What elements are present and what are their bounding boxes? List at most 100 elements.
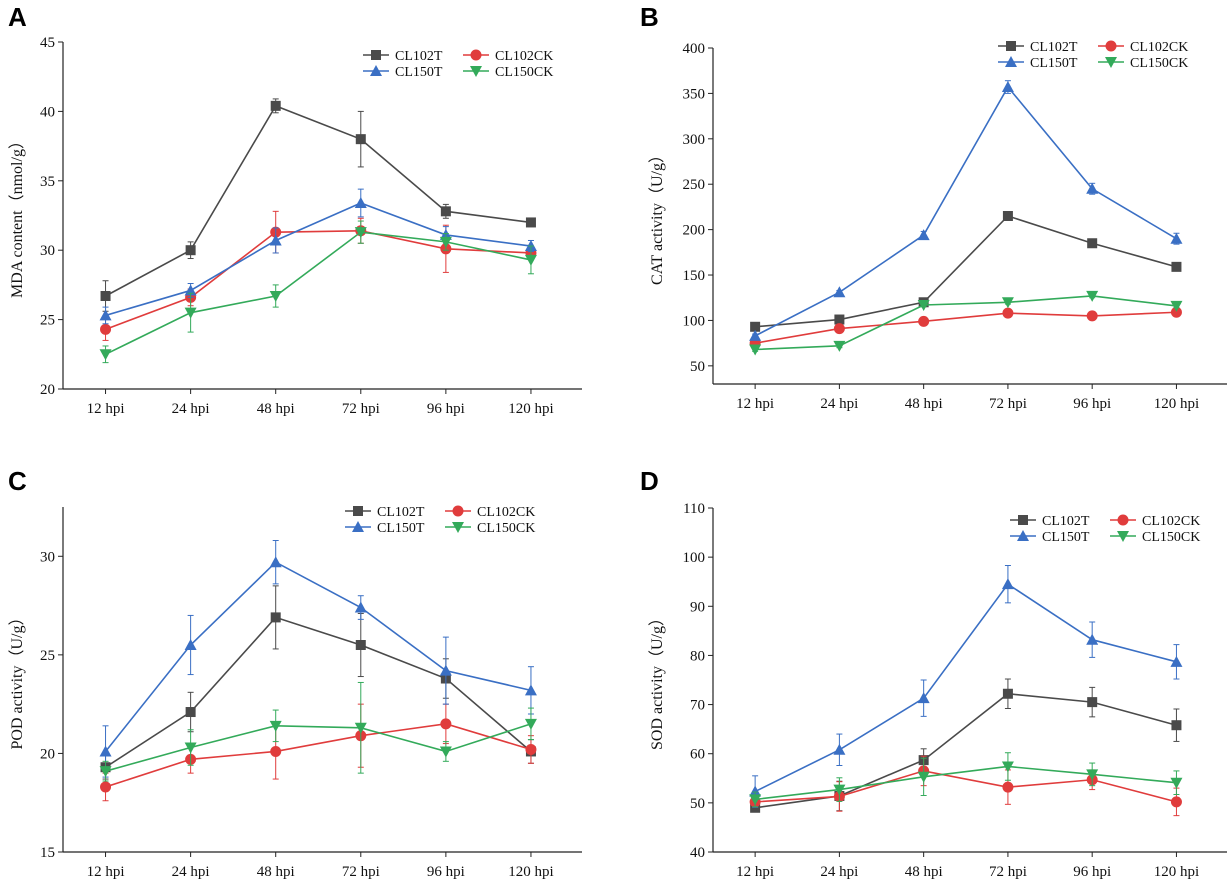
x-tick-label-b: 48 hpi <box>905 396 943 412</box>
data-point <box>1002 307 1014 319</box>
data-point <box>833 784 846 796</box>
y-tick-label-a: 30 <box>40 243 55 259</box>
data-point <box>269 556 282 568</box>
data-point <box>270 612 281 623</box>
y-tick-label-d: 70 <box>690 698 705 714</box>
legend-label: CL150CK <box>495 65 553 80</box>
data-point <box>99 349 112 361</box>
x-tick-label-c: 120 hpi <box>508 864 553 880</box>
legend-marker <box>1006 41 1016 51</box>
panel-c: C 15 20 25 30 12 hpi 24 hpi 48 hpi 72 hpi 96 hpi 1… <box>8 466 582 880</box>
y-tick-label-c: 15 <box>40 845 55 861</box>
legend-marker <box>1005 56 1017 67</box>
data-point <box>1170 777 1183 789</box>
data-point <box>750 321 761 332</box>
series-line <box>754 583 1177 793</box>
series-line <box>105 202 532 317</box>
data-point <box>917 771 930 783</box>
y-tick-label-d: 60 <box>690 747 705 763</box>
y-tick-label-a: 35 <box>40 174 55 190</box>
x-tick-label-c: 72 hpi <box>342 864 380 880</box>
legend-marker <box>371 50 381 60</box>
legend-d: CL102T CL102CK CL150T CL150CK <box>1010 514 1200 545</box>
series-line <box>105 104 532 297</box>
legend-label: CL150T <box>1030 56 1078 71</box>
data-point <box>1086 633 1099 645</box>
data-point <box>355 640 366 650</box>
x-tick-label-a: 48 hpi <box>257 401 295 417</box>
y-tick-label-d: 90 <box>690 599 705 615</box>
data-point <box>1086 769 1099 781</box>
legend-label: CL150T <box>377 521 425 536</box>
y-tick-label-b: 250 <box>683 177 706 193</box>
series-cl102ck-c <box>100 703 537 802</box>
y-axis-title-d: SOD activity（U/g） <box>648 610 666 750</box>
series-cl150ck-c <box>99 681 537 782</box>
legend-label: CL102CK <box>1142 514 1200 529</box>
y-tick-label-a: 25 <box>40 313 55 329</box>
series-line <box>754 85 1177 337</box>
x-tick-label-d: 48 hpi <box>905 864 943 880</box>
x-tick-label-d: 72 hpi <box>989 864 1027 880</box>
series-cl102t-b <box>750 211 1182 332</box>
y-tick-label-d: 40 <box>690 845 705 861</box>
y-tick-label-d: 110 <box>683 501 705 517</box>
legend-marker <box>1105 40 1117 52</box>
y-tick-label-b: 350 <box>683 86 706 102</box>
data-point <box>1002 688 1013 699</box>
data-point <box>1170 306 1182 318</box>
series-line <box>105 616 532 768</box>
data-point <box>354 197 367 209</box>
series-line <box>104 561 532 752</box>
data-point <box>1002 211 1013 221</box>
legend-label: CL102CK <box>477 505 535 520</box>
data-point <box>833 743 846 755</box>
x-tick-label-c: 24 hpi <box>172 864 210 880</box>
data-point <box>439 664 452 676</box>
x-tick-label-a: 96 hpi <box>427 401 465 417</box>
legend-label: CL150CK <box>1142 530 1200 545</box>
panel-a: A 20 25 30 35 40 45 12 hpi 24 hpi 48 hpi 72 hpi 96 … <box>8 2 582 417</box>
legend-marker <box>353 506 363 516</box>
data-point <box>184 639 197 650</box>
series-cl150ck-a <box>99 220 537 364</box>
series-line <box>105 723 532 772</box>
data-point <box>524 254 537 266</box>
data-point <box>1170 655 1183 667</box>
x-tick-label-b: 24 hpi <box>820 396 858 412</box>
y-tick-label-c: 25 <box>40 648 55 664</box>
series-cl102t-c <box>100 585 536 780</box>
data-point <box>269 720 282 732</box>
data-point <box>269 234 282 246</box>
series-line <box>105 231 532 356</box>
x-tick-label-b: 120 hpi <box>1154 396 1199 412</box>
legend-marker <box>1017 530 1029 541</box>
data-point <box>749 794 762 806</box>
y-tick-label-b: 300 <box>683 132 706 148</box>
x-tick-label-a: 12 hpi <box>87 401 125 417</box>
legend-marker <box>1105 57 1117 68</box>
data-point <box>355 134 366 145</box>
data-point <box>1170 232 1183 244</box>
x-tick-label-b: 96 hpi <box>1073 396 1111 412</box>
y-tick-label-a: 45 <box>40 35 55 51</box>
data-point <box>1087 697 1098 708</box>
data-point <box>185 707 196 718</box>
series-line <box>755 295 1177 351</box>
y-tick-label-d: 80 <box>690 648 705 664</box>
data-point <box>833 286 846 298</box>
data-point <box>100 291 111 302</box>
data-point <box>1087 238 1098 249</box>
data-point <box>99 309 112 321</box>
panel-letter-c: C <box>8 466 27 496</box>
x-tick-label-b: 12 hpi <box>736 396 774 412</box>
data-point <box>524 684 537 696</box>
data-point <box>1001 578 1014 590</box>
legend-label: CL150T <box>395 65 443 80</box>
data-point <box>354 227 367 239</box>
data-point <box>354 601 367 613</box>
series-cl150t-a <box>99 188 537 325</box>
data-point <box>749 344 762 356</box>
data-point <box>1086 310 1098 322</box>
